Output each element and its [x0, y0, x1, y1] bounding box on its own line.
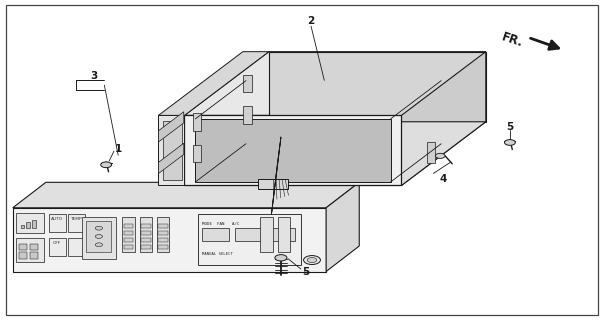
Circle shape — [275, 255, 287, 261]
Polygon shape — [141, 245, 150, 249]
Polygon shape — [30, 244, 38, 251]
Circle shape — [504, 140, 515, 145]
Polygon shape — [202, 228, 229, 241]
Polygon shape — [82, 217, 116, 259]
Polygon shape — [184, 122, 486, 186]
Polygon shape — [163, 121, 182, 180]
Polygon shape — [124, 245, 133, 249]
Text: 3: 3 — [91, 71, 98, 81]
Polygon shape — [123, 217, 135, 252]
Text: FR.: FR. — [500, 31, 525, 50]
Polygon shape — [195, 119, 391, 182]
Polygon shape — [86, 220, 112, 252]
Text: 5: 5 — [302, 267, 309, 277]
Polygon shape — [140, 217, 152, 252]
Polygon shape — [68, 238, 85, 256]
Polygon shape — [21, 225, 24, 228]
Polygon shape — [141, 224, 150, 228]
Polygon shape — [19, 244, 27, 251]
Polygon shape — [16, 213, 44, 233]
Polygon shape — [427, 142, 435, 163]
Polygon shape — [158, 143, 184, 173]
Polygon shape — [193, 145, 201, 162]
Polygon shape — [124, 238, 133, 242]
Polygon shape — [141, 231, 150, 235]
Polygon shape — [158, 116, 184, 186]
Polygon shape — [124, 231, 133, 235]
Polygon shape — [158, 231, 168, 235]
Polygon shape — [326, 182, 359, 271]
Polygon shape — [26, 222, 30, 228]
Polygon shape — [243, 107, 252, 124]
Text: 5: 5 — [506, 122, 513, 132]
Polygon shape — [158, 238, 168, 242]
Polygon shape — [258, 180, 288, 188]
Polygon shape — [13, 182, 359, 208]
Polygon shape — [235, 228, 262, 241]
Circle shape — [304, 256, 321, 265]
Polygon shape — [158, 52, 269, 116]
Polygon shape — [141, 238, 150, 242]
Polygon shape — [184, 116, 402, 186]
Polygon shape — [269, 52, 486, 122]
Text: MANUAL SELECT: MANUAL SELECT — [202, 252, 233, 256]
Circle shape — [95, 226, 103, 230]
Polygon shape — [193, 113, 201, 131]
Polygon shape — [158, 245, 168, 249]
Polygon shape — [277, 217, 290, 252]
Polygon shape — [49, 214, 66, 232]
Circle shape — [101, 162, 112, 168]
Text: 1: 1 — [115, 144, 122, 154]
Polygon shape — [124, 224, 133, 228]
Circle shape — [435, 153, 445, 158]
Circle shape — [95, 243, 103, 247]
Text: 2: 2 — [307, 16, 315, 27]
Polygon shape — [184, 52, 486, 116]
Text: TEMP: TEMP — [70, 217, 82, 221]
Polygon shape — [49, 238, 66, 256]
Text: MODE  FAN   A/C: MODE FAN A/C — [202, 222, 240, 226]
Polygon shape — [402, 52, 486, 186]
Polygon shape — [13, 208, 326, 271]
Circle shape — [307, 258, 317, 263]
Polygon shape — [32, 220, 36, 228]
Polygon shape — [158, 224, 168, 228]
Text: 4: 4 — [440, 174, 448, 184]
Polygon shape — [30, 252, 38, 259]
Polygon shape — [157, 217, 170, 252]
Circle shape — [95, 235, 103, 238]
Text: OFF: OFF — [53, 241, 62, 245]
Polygon shape — [16, 238, 44, 262]
Polygon shape — [198, 214, 301, 265]
Polygon shape — [19, 252, 27, 259]
Polygon shape — [68, 214, 85, 232]
Polygon shape — [243, 75, 252, 92]
Polygon shape — [268, 228, 295, 241]
Polygon shape — [260, 217, 273, 252]
Text: AUTO: AUTO — [51, 217, 63, 221]
Polygon shape — [158, 112, 184, 142]
